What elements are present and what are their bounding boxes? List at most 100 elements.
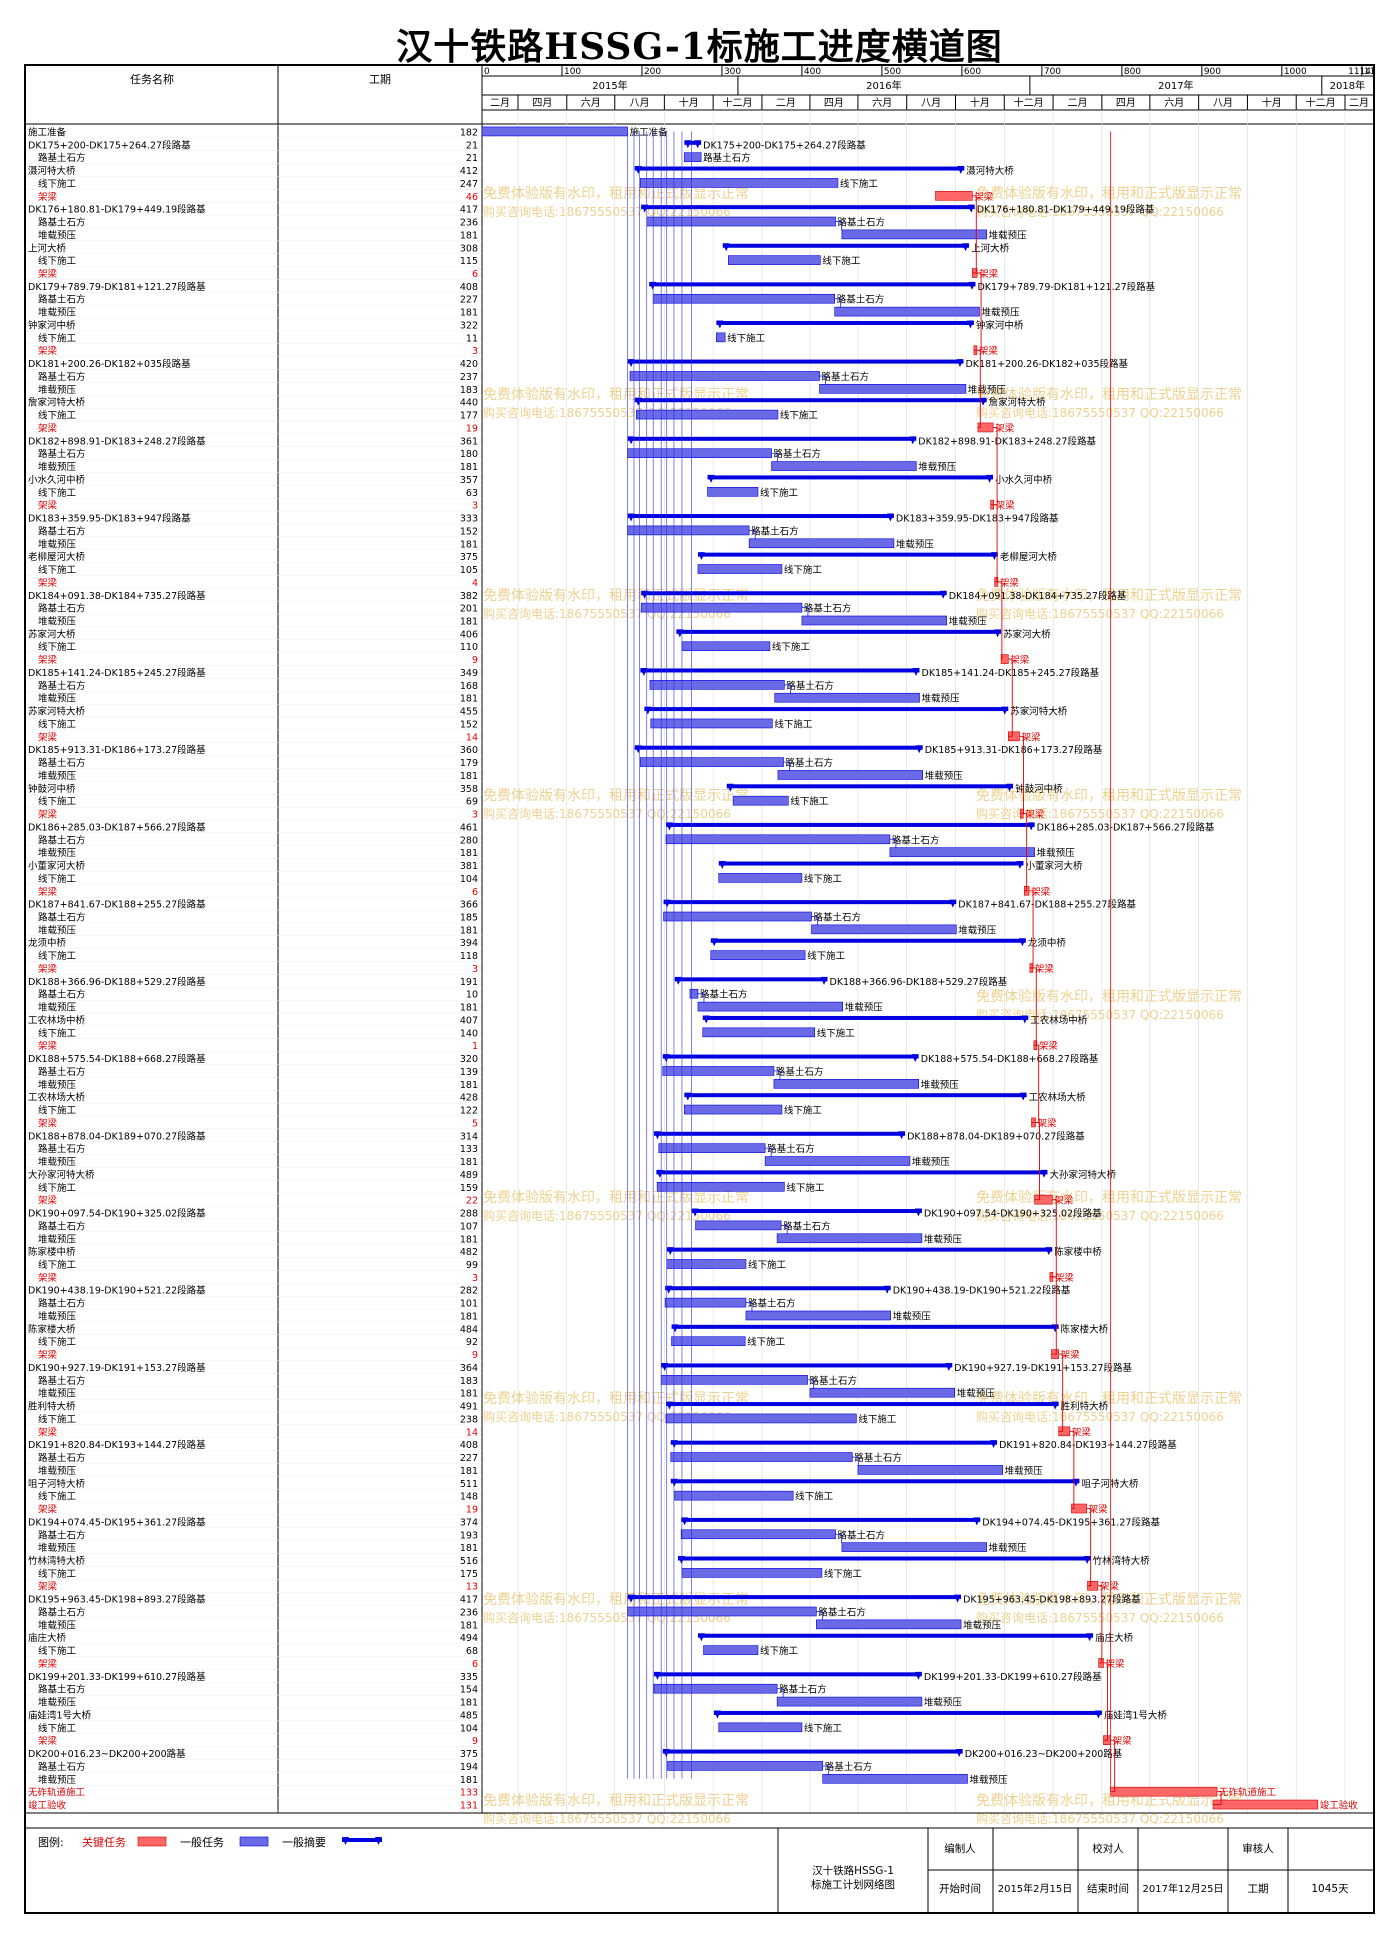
watermark-text: 免费体验版有水印，租用和正式版显示正常 [976, 387, 1242, 403]
general-task-bar [670, 1452, 853, 1462]
summary-end-marker [912, 667, 920, 676]
task-name: 架梁 [38, 1117, 58, 1129]
critical-task-bar [1110, 1786, 1218, 1797]
task-bar-label: 龙须中桥 [1028, 937, 1067, 949]
task-bar-label: 路基土石方 [818, 1606, 866, 1618]
task-name: 线下施工 [38, 564, 77, 576]
summary-bar [649, 282, 976, 287]
task-duration: 10 [466, 990, 478, 1001]
task-name: 无砟轨道施工 [28, 1787, 86, 1799]
task-bar-label: 架梁 [1055, 1272, 1075, 1284]
task-name: DK183+359.95-DK183+947段路基 [28, 513, 191, 525]
task-name: 路基土石方 [38, 217, 86, 229]
task-bar-label: 庙庄大桥 [1095, 1632, 1134, 1644]
summary-start-marker [684, 140, 692, 149]
general-task-bar [702, 1027, 816, 1038]
task-bar-label: DK186+285.03-DK187+566.27段路基 [1037, 821, 1215, 833]
task-name: 堆载预压 [38, 461, 77, 473]
task-duration: 177 [460, 411, 478, 422]
task-name: 线下施工 [38, 950, 77, 962]
general-task-bar [771, 461, 917, 471]
summary-start-marker [641, 204, 649, 213]
x-tick-label: 900 [1204, 67, 1221, 77]
general-task-bar [662, 1066, 775, 1076]
general-task-bar [764, 1156, 911, 1166]
task-bar-label: 线下施工 [727, 332, 766, 344]
general-task-bar [773, 1079, 920, 1089]
summary-bar [665, 822, 1035, 827]
task-name: DK187+841.67-DK188+255.27段路基 [28, 899, 206, 911]
task-name: DK191+820.84-DK193+144.27段路基 [28, 1439, 206, 1451]
watermark-text: 购买咨询电话:18675550537 QQ:22150066 [976, 806, 1224, 821]
summary-bar [641, 591, 947, 596]
end-label: 结束时间 [1087, 1882, 1129, 1895]
task-name: 路基土石方 [38, 757, 86, 769]
task-name: 架梁 [38, 1349, 58, 1361]
task-name: 线下施工 [38, 332, 77, 344]
task-bar-label: DK179+789.79-DK181+121.27段路基 [977, 281, 1155, 293]
summary-start-marker [634, 166, 642, 175]
summary-bar [697, 552, 998, 557]
critical-path-line [1069, 1430, 1075, 1509]
checker-label: 校对人 [1092, 1842, 1124, 1855]
watermark-text: 购买咨询电话:18675550537 QQ:22150066 [976, 1208, 1224, 1223]
legend-critical-swatch [137, 1836, 167, 1847]
task-duration: 227 [460, 295, 478, 306]
dependency-line [822, 1765, 830, 1775]
task-duration: 420 [460, 359, 478, 370]
gantt-frame: 任务名称 工期 0 100 200 300 400 500 600 700 800 900 1000 11… [24, 64, 1387, 1914]
watermark-text: 购买咨询电话:18675550537 QQ:22150066 [976, 606, 1224, 621]
month-label: 十月 [970, 96, 990, 109]
dependency-line [771, 452, 778, 463]
dependency-line [773, 1070, 781, 1080]
task-bar-label: DK175+200-DK175+264.27段路基 [703, 139, 866, 151]
dependency-line [784, 684, 791, 694]
dependency-line [777, 1688, 784, 1698]
summary-start-marker [726, 783, 734, 792]
general-task-bar [640, 178, 839, 188]
summary-start-marker [684, 1092, 692, 1101]
task-duration: 201 [460, 604, 478, 615]
summary-start-marker [697, 552, 705, 561]
critical-path-line [1034, 1121, 1040, 1201]
task-bar-label: 架梁 [1010, 654, 1030, 666]
x-tick-label: 1114 [1348, 67, 1371, 77]
summary-bar [674, 977, 828, 982]
task-name: 老柳屋河大桥 [28, 551, 86, 563]
task-name: 线下施工 [38, 1722, 77, 1734]
summary-bar [716, 320, 974, 325]
summary-start-marker [662, 1749, 670, 1758]
task-bar-label: 线下施工 [858, 1413, 897, 1425]
summary-bar [634, 166, 965, 171]
general-task-bar [716, 332, 726, 343]
task-bar-label: 架梁 [1039, 1040, 1059, 1052]
summary-end-marker [1001, 706, 1009, 715]
task-bar-label: 路基土石方 [700, 989, 748, 1001]
summary-start-marker [691, 1208, 699, 1217]
legend-label: 图例: [38, 1835, 64, 1849]
general-task-bar [653, 1683, 778, 1694]
task-bar-label: 路基土石方 [786, 757, 834, 769]
task-bar-label: 线下施工 [784, 1105, 823, 1117]
summary-end-marker [990, 1440, 998, 1449]
task-duration: 180 [460, 449, 478, 460]
critical-path-line [1103, 1662, 1108, 1741]
task-bar-label: 小董家河大桥 [1025, 860, 1083, 872]
task-bar-label: 架梁 [1100, 1581, 1120, 1593]
summary-start-marker [674, 976, 682, 985]
general-task-bar [718, 873, 803, 883]
task-duration: 374 [460, 1517, 478, 1528]
summary-bar [662, 1749, 963, 1754]
task-bar-label: 施工准备 [630, 126, 669, 138]
summary-end-marker [957, 166, 965, 175]
task-bar-label: 线下施工 [822, 255, 861, 267]
task-name: DK182+898.91-DK183+248.27段路基 [28, 435, 206, 447]
task-bar-label: 架梁 [1035, 963, 1055, 975]
task-duration: 516 [460, 1556, 478, 1567]
general-task-bar [652, 293, 836, 304]
reviewer-label: 审核人 [1242, 1842, 1274, 1855]
task-duration: 280 [460, 835, 478, 846]
editor-label: 编制人 [944, 1842, 976, 1855]
task-duration: 236 [460, 1607, 478, 1618]
year-label: 2017年 [1158, 79, 1193, 92]
